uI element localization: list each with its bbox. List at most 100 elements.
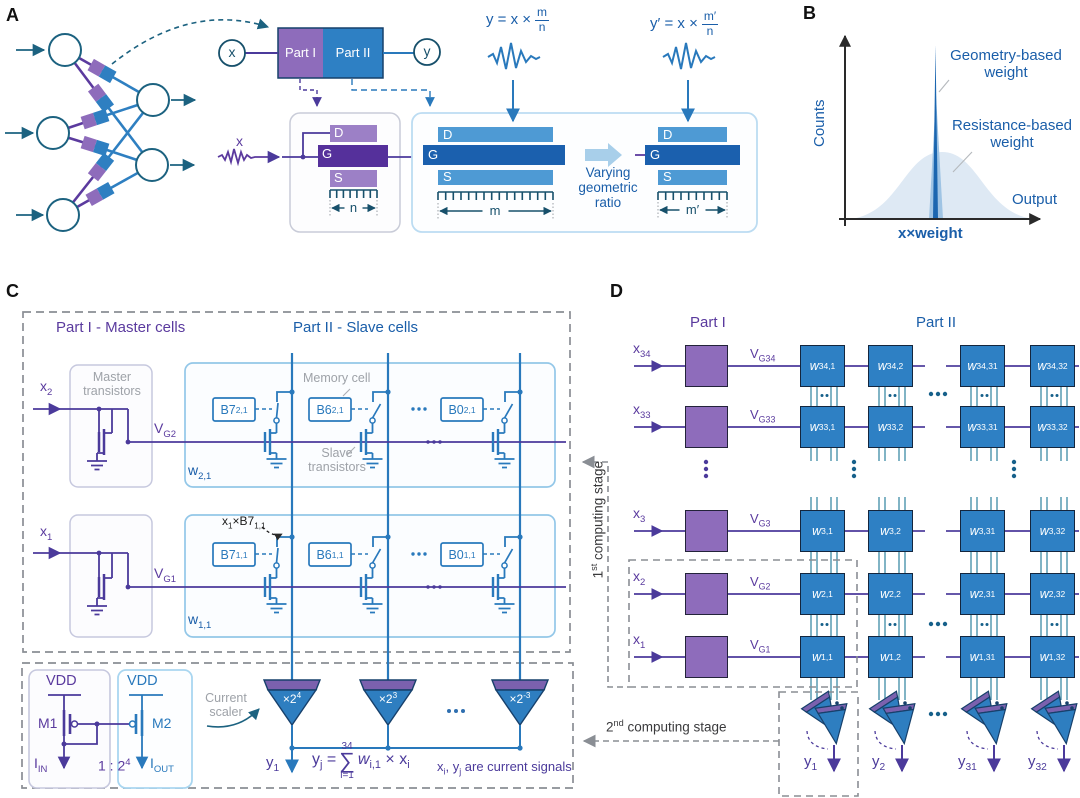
d-master-block [685, 345, 728, 387]
d-weight-block: w 1,32 [1030, 636, 1075, 678]
vdd2-label: VDD [127, 673, 158, 689]
panel-a-neural-network [5, 18, 270, 232]
width-dimension-arrows [329, 200, 728, 220]
d-weight-block: w 2,2 [868, 573, 913, 615]
panel-b-histogram [839, 34, 1042, 226]
part2-box-label: Part II [335, 45, 371, 60]
x-waveform [217, 148, 262, 167]
geometry-spike [933, 45, 938, 219]
scaler-pointer [206, 708, 260, 728]
d-y31-label: y31 [958, 753, 977, 773]
d-x-label: x34 [633, 340, 651, 360]
d-weight-block: w 33,32 [1030, 406, 1075, 448]
panel-label-c: C [6, 281, 19, 301]
panel-label-b: B [803, 3, 816, 23]
panel-a-part-box [218, 27, 441, 107]
c-x2-label: x2 [40, 378, 53, 398]
t2-source-label: S [443, 169, 452, 184]
d-y2-label: y2 [872, 753, 886, 773]
m2-pmos [128, 694, 163, 770]
t3-source-label: S [663, 169, 672, 184]
d-weight-block: w 34,32 [1030, 345, 1075, 387]
mac-formula: yj = 34 ∑ i=1 wi,1 × xi [312, 741, 410, 781]
t1-drain-label: D [334, 125, 344, 140]
c-x1-label: x1 [40, 523, 53, 543]
d-weight-block: w 1,2 [868, 636, 913, 678]
d-weight-block: w 34,31 [960, 345, 1005, 387]
d-x-label: x1 [633, 631, 646, 651]
m1-label: M1 [38, 715, 58, 731]
memcell-b7-21: B7 2,1 [220, 402, 248, 417]
panel-d [581, 360, 1080, 797]
y-prime-waveform [662, 42, 716, 70]
memcell-b0-21: B0 2,1 [448, 402, 476, 417]
d-weight-block: w 2,31 [960, 573, 1005, 615]
stage1-label: 1st computing stage [588, 460, 606, 579]
d-part1-title: Part I [690, 314, 726, 331]
panel-a-slave-transistors-box [411, 42, 758, 233]
d-weight-block: w 2,32 [1030, 573, 1075, 615]
d-weight-block: w 34,1 [800, 345, 845, 387]
t1-source-label: S [334, 170, 343, 185]
d-master-block [685, 573, 728, 615]
d-weight-block: w 1,31 [960, 636, 1005, 678]
d-x-label: x3 [633, 505, 646, 525]
c-w11-label: w1,1 [188, 611, 212, 631]
c-vg2-label: VG2 [154, 420, 177, 440]
t3-gate-label: G [650, 147, 661, 162]
panel-c [21, 311, 574, 789]
d-weight-block: w 34,2 [868, 345, 913, 387]
d-master-block [685, 636, 728, 678]
m1-pmos [48, 694, 129, 770]
stage2-label: 2nd computing stage [606, 718, 727, 735]
mapping-dashed-arrow [111, 18, 270, 65]
d-vg-label: VG2 [750, 574, 771, 592]
c-vg1-label: VG1 [154, 565, 177, 585]
b-xlabel: Output [1012, 191, 1058, 208]
t3-width-label: m′ [685, 202, 700, 217]
panel-c-current-mirror [28, 669, 549, 789]
memcell-b6-21: B6 2,1 [316, 402, 344, 417]
x-node-label: x [228, 44, 236, 60]
x1b7-annotation: x1×B71,1 [222, 514, 266, 531]
c-y1-label: y1 [266, 754, 280, 774]
d-part2-title: Part II [916, 314, 957, 331]
slave-transistors-label: Slave transistors [308, 446, 366, 474]
d-weight-block: w 3,2 [868, 510, 913, 552]
t1-gate-label: G [322, 146, 333, 161]
t3-drain-label: D [663, 127, 673, 142]
t2-drain-label: D [443, 127, 453, 142]
resistance-distribution [851, 152, 1033, 219]
panel-a-master-transistor [217, 112, 423, 233]
b-legend-resistance: Resistance-based weight [951, 117, 1073, 151]
part1-box-label: Part I [284, 45, 317, 60]
iout-label: IOUT [150, 755, 174, 775]
second-stage-box [778, 691, 859, 797]
panel-label-d: D [610, 281, 623, 301]
bit-lines [290, 353, 522, 680]
varying-arrow [585, 143, 622, 167]
d-weight-block: w 3,31 [960, 510, 1005, 552]
d-x-label: x33 [633, 401, 651, 421]
b-ylabel: Counts [810, 99, 828, 148]
d-vg-label: VG34 [750, 346, 776, 364]
t2-gate-label: G [428, 147, 439, 162]
c-part1-title: Part I - Master cells [56, 319, 186, 336]
d-master-block [685, 510, 728, 552]
formula-y-prime: y′ = x × m′ n [650, 9, 719, 38]
t2-width-label: m [489, 203, 501, 218]
memcell-b7-11: B7 1,1 [220, 547, 248, 562]
d-vg-label: VG3 [750, 511, 771, 529]
first-stage-box [628, 559, 858, 688]
t1-width-label: n [349, 200, 358, 215]
mirror-ratio-label: 1 : 24 [98, 757, 131, 774]
y-waveform [487, 42, 541, 70]
d-y32-label: y32 [1028, 753, 1047, 773]
x-signal-label: x [236, 133, 243, 149]
d-weight-block: w 33,31 [960, 406, 1005, 448]
formula-y: y = x × m n [486, 5, 550, 34]
scaler-x24-label: ×24 [282, 691, 302, 706]
memcell-b6-11: B6 1,1 [316, 547, 344, 562]
